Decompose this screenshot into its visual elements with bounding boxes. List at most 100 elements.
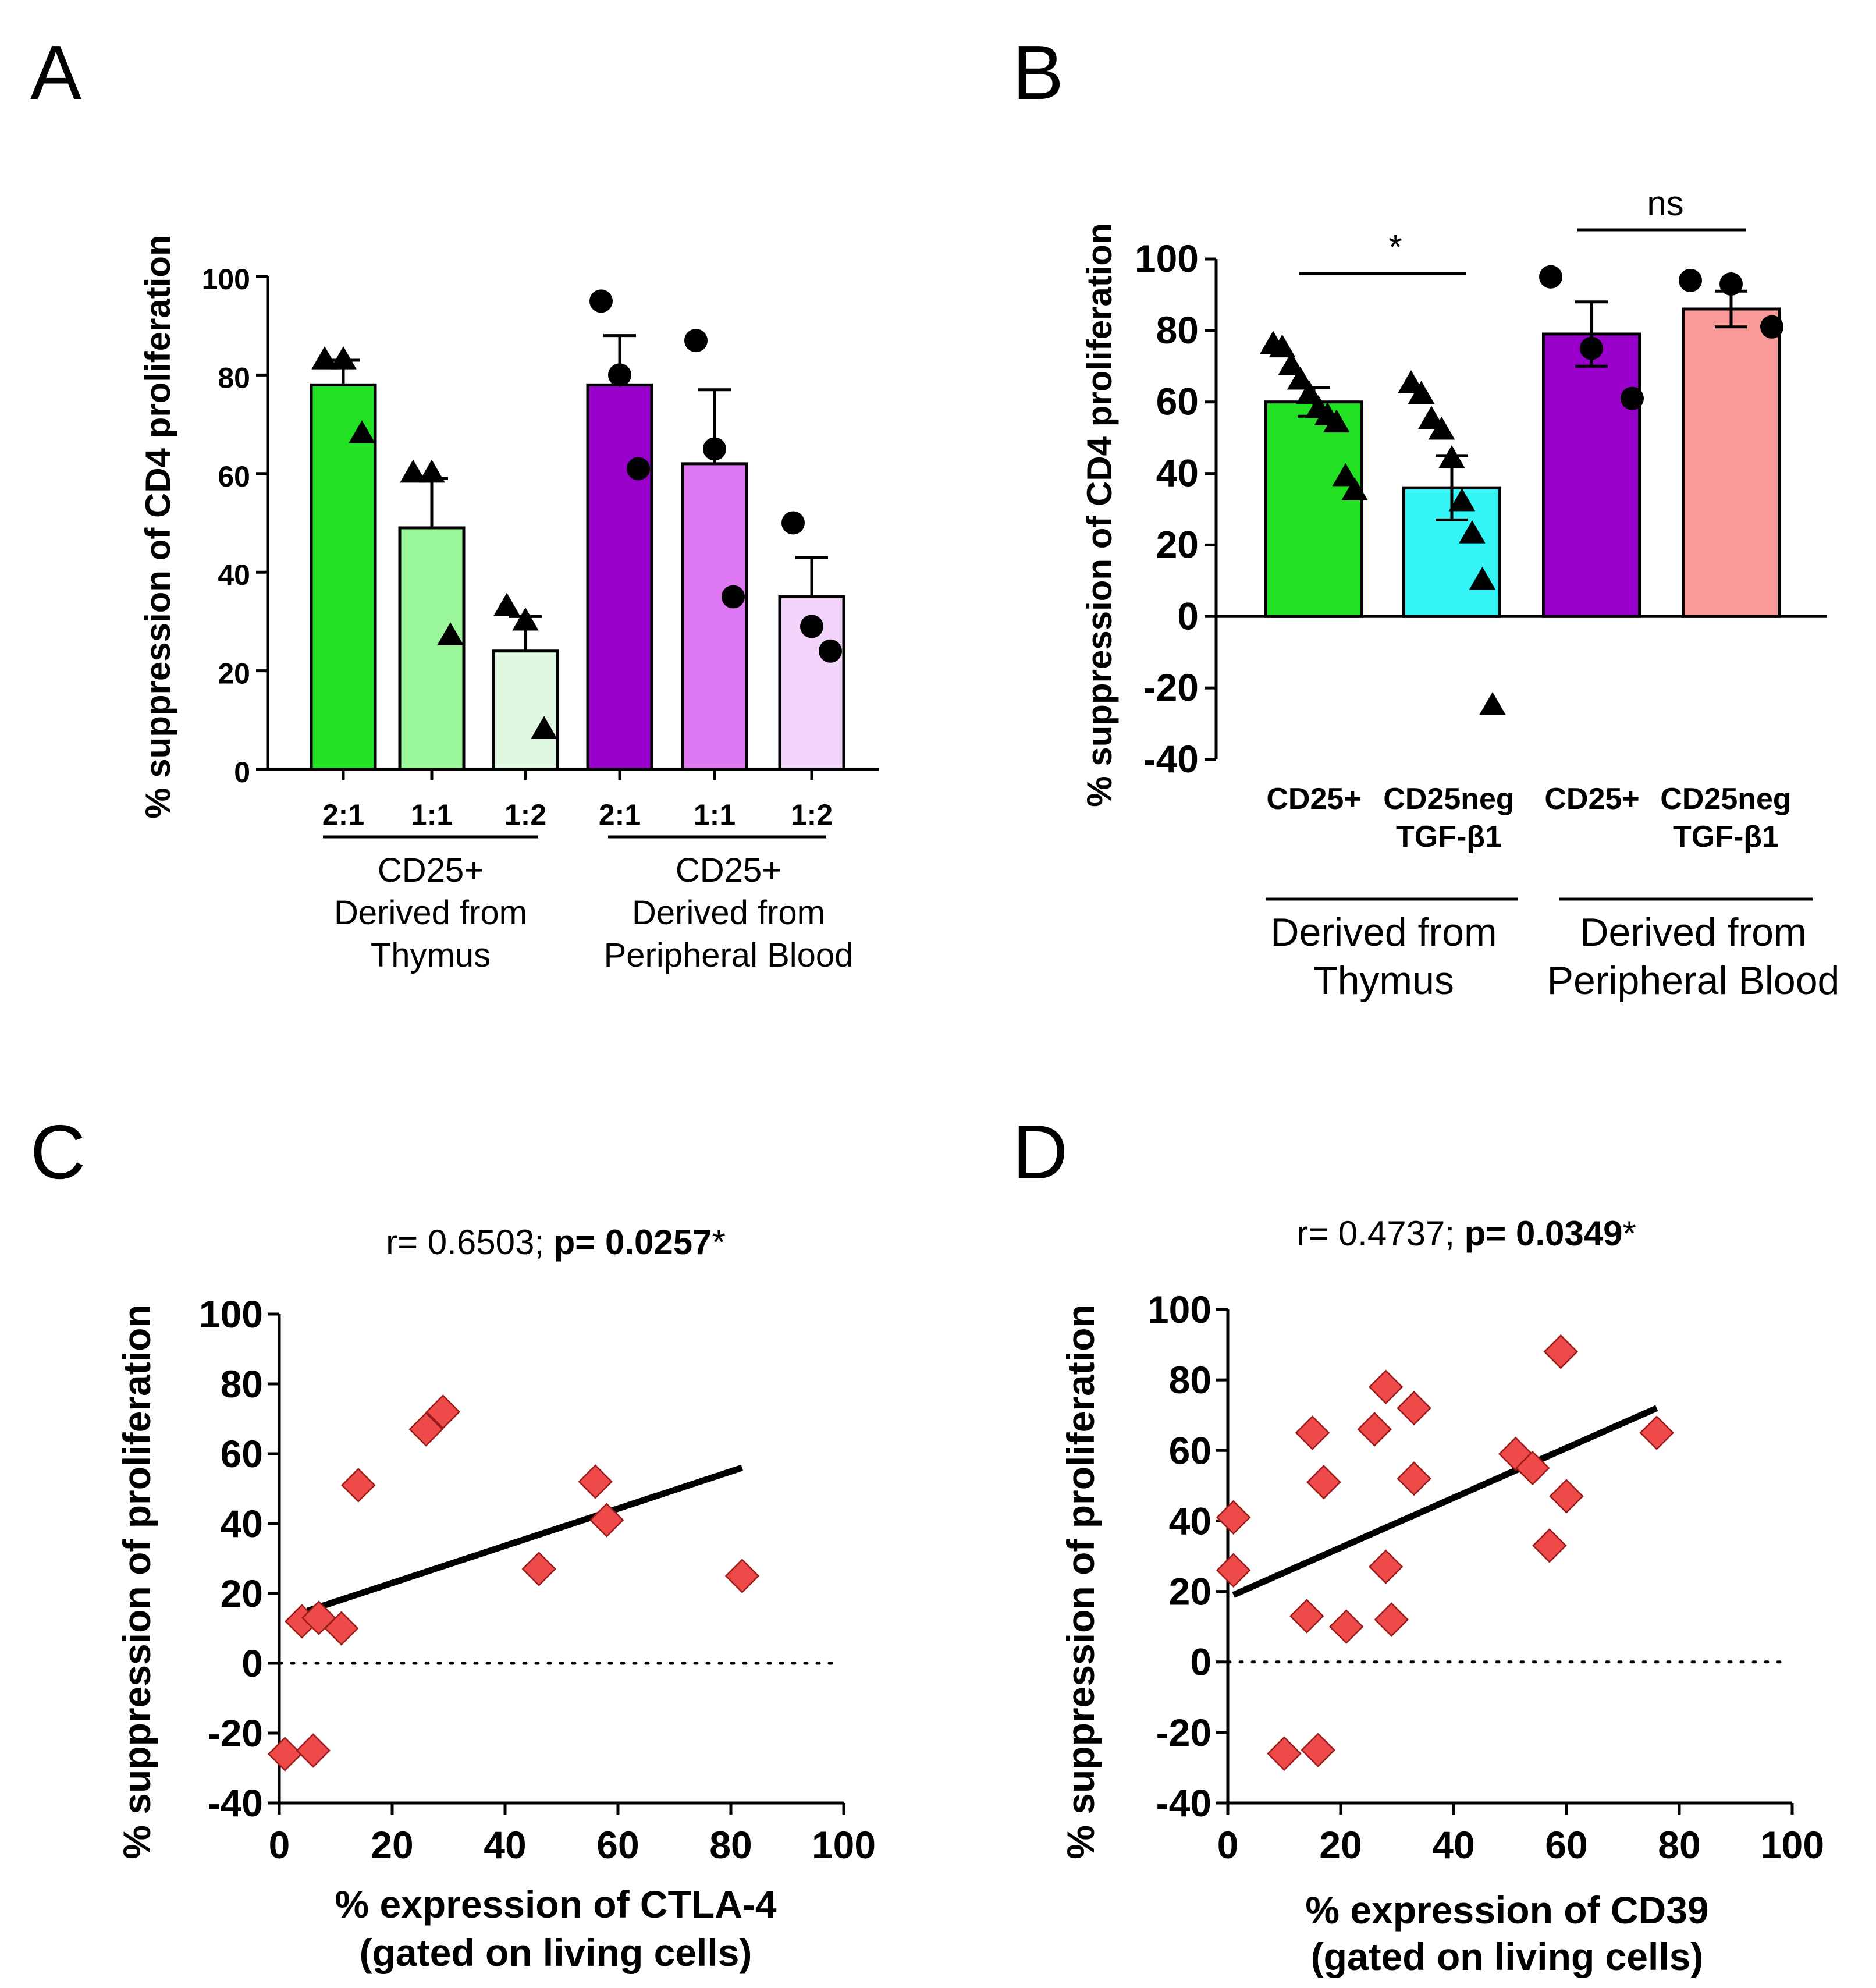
panel-d-x-tick-label-5: 100 bbox=[1760, 1823, 1824, 1866]
panel-b-group-2-line-2: Peripheral Blood bbox=[1547, 958, 1840, 1003]
panel-d-stat-p: p= 0.0349 bbox=[1465, 1214, 1623, 1253]
panel-d-y-tick-label-1: -20 bbox=[1156, 1711, 1211, 1754]
panel-d-stat-r: r= 0.4737; bbox=[1296, 1214, 1465, 1253]
panel-a-point-5-1 bbox=[800, 615, 823, 638]
panel-d-x-tick-label-4: 80 bbox=[1658, 1823, 1700, 1866]
panel-c-letter: C bbox=[30, 1109, 86, 1195]
panel-d-point-16 bbox=[1532, 1528, 1567, 1563]
panel-d-point-11 bbox=[1374, 1602, 1409, 1637]
panel-d-point-7 bbox=[1328, 1609, 1364, 1644]
panel-d-point-8 bbox=[1357, 1412, 1392, 1447]
panel-c-stat-star: * bbox=[712, 1223, 726, 1262]
panel-c-point-10 bbox=[589, 1503, 624, 1538]
panel-c-y-tick-label-1: -20 bbox=[208, 1712, 263, 1755]
panel-a-point-2-2 bbox=[531, 716, 557, 739]
panel-d-x-tick-label-2: 40 bbox=[1432, 1823, 1474, 1866]
panel-b-y-tick-label-5: 60 bbox=[1156, 380, 1199, 423]
panel-c-y-axis-label: % suppression of proliferation bbox=[115, 1304, 158, 1859]
panel-c-x-tick-label-4: 80 bbox=[709, 1823, 752, 1866]
panel-d-y-tick-label-3: 20 bbox=[1169, 1570, 1211, 1613]
panel-b-point-3-1 bbox=[1719, 272, 1743, 296]
panel-a-point-4-2 bbox=[722, 585, 745, 609]
panel-a-point-0-2 bbox=[349, 420, 375, 443]
panel-b-point-1-3 bbox=[1428, 416, 1455, 440]
panel-c-x-axis-label-line-1: % expression of CTLA-4 bbox=[335, 1883, 776, 1926]
panel-c: C r= 0.6503; p= 0.0257* % suppression of… bbox=[30, 1109, 876, 1974]
panel-c-point-0 bbox=[267, 1737, 303, 1772]
panel-a-y-axis-label: % suppression of CD4 proliferation bbox=[138, 235, 177, 818]
panel-b-category-3-line-1: CD25+ bbox=[1544, 782, 1639, 816]
panel-a-bar-4 bbox=[681, 462, 748, 771]
panel-b-point-3-2 bbox=[1760, 315, 1783, 339]
panel-c-point-8 bbox=[521, 1552, 556, 1586]
panel-b-point-1-8 bbox=[1479, 691, 1506, 715]
panel-d-point-1 bbox=[1216, 1553, 1251, 1588]
panel-c-y-tick-label-3: 20 bbox=[221, 1572, 263, 1615]
panel-b-group-1-line-2: Thymus bbox=[1313, 958, 1454, 1003]
panel-c-y-tick-label-6: 80 bbox=[221, 1362, 263, 1405]
panel-c-stat-line: r= 0.6503; p= 0.0257* bbox=[386, 1223, 726, 1262]
panel-c-stat-r: r= 0.6503; bbox=[386, 1223, 554, 1262]
panel-a-group-1-line-3: Thymus bbox=[371, 936, 491, 974]
panel-a-point-1-2 bbox=[437, 622, 464, 645]
panel-a-group-2-line-1: CD25+ bbox=[676, 851, 781, 889]
panel-b-category-1-line-1: CD25+ bbox=[1266, 782, 1361, 816]
panel-c-point-4 bbox=[324, 1611, 359, 1646]
panel-b-group-1-line-1: Derived from bbox=[1270, 910, 1497, 954]
panel-b-point-0-7 bbox=[1323, 409, 1350, 433]
panel-a-group-2-line-2: Derived from bbox=[632, 894, 825, 932]
panel-c-x-tick-label-2: 40 bbox=[484, 1823, 526, 1866]
panel-d-letter: D bbox=[1012, 1109, 1068, 1195]
panel-c-x-tick-label-0: 0 bbox=[269, 1823, 290, 1866]
panel-b-bar-0 bbox=[1264, 400, 1363, 618]
panel-d-stat-line: r= 0.4737; p= 0.0349* bbox=[1296, 1214, 1636, 1253]
panel-c-point-5 bbox=[341, 1468, 376, 1503]
panel-a-point-3-0 bbox=[589, 289, 613, 313]
panel-a-group-1-line-2: Derived from bbox=[334, 894, 527, 932]
panel-a-point-5-0 bbox=[781, 511, 805, 535]
panel-d-point-3 bbox=[1289, 1599, 1324, 1634]
panel-a-point-4-1 bbox=[703, 437, 726, 461]
panel-b-category-2-line-1: CD25neg bbox=[1383, 782, 1514, 816]
panel-a-point-3-1 bbox=[608, 363, 631, 387]
panel-d-point-19 bbox=[1639, 1415, 1674, 1450]
panel-b-y-tick-label-1: -20 bbox=[1143, 666, 1199, 709]
panel-a-y-tick-label-2: 40 bbox=[218, 559, 250, 591]
panel-b: B % suppression of CD4 proliferation CD2… bbox=[1012, 30, 1839, 1003]
panel-a-x-tick-label-4: 1:1 bbox=[694, 798, 736, 831]
panel-d-y-tick-label-6: 80 bbox=[1169, 1358, 1211, 1401]
panel-b-letter: B bbox=[1012, 30, 1064, 115]
panel-d-point-0 bbox=[1216, 1500, 1251, 1535]
panel-a-y-tick-label-1: 20 bbox=[218, 658, 250, 690]
panel-a-point-0-1 bbox=[330, 346, 357, 370]
panel-d-point-18 bbox=[1549, 1479, 1584, 1514]
panel-c-y-tick-label-4: 40 bbox=[221, 1502, 263, 1545]
panel-a-point-1-1 bbox=[418, 459, 445, 483]
panel-a: A % suppression of CD4 proliferation CD2… bbox=[30, 30, 879, 974]
panel-a-y-tick-label-0: 0 bbox=[234, 756, 250, 789]
panel-a-point-4-0 bbox=[684, 329, 708, 353]
panel-a-y-tick-label-5: 100 bbox=[202, 263, 250, 296]
panel-b-point-0-2 bbox=[1278, 352, 1305, 375]
panel-b-point-3-0 bbox=[1679, 268, 1702, 292]
panel-d-point-10 bbox=[1368, 1549, 1404, 1584]
panel-d-x-tick-label-1: 20 bbox=[1319, 1823, 1362, 1866]
panel-a-bar-2 bbox=[492, 649, 559, 771]
panel-d-y-tick-label-2: 0 bbox=[1190, 1641, 1211, 1684]
panel-b-point-1-5 bbox=[1448, 488, 1476, 512]
panel-c-y-tick-label-7: 100 bbox=[199, 1293, 263, 1336]
panel-c-y-tick-label-2: 0 bbox=[241, 1642, 263, 1685]
panel-c-x-tick-label-1: 20 bbox=[371, 1823, 413, 1866]
panel-b-bar-3 bbox=[1682, 307, 1781, 618]
panel-d-stat-star: * bbox=[1623, 1214, 1636, 1253]
panel-a-y-tick-label-3: 60 bbox=[218, 460, 250, 493]
panel-d-point-15 bbox=[1515, 1450, 1550, 1486]
panel-a-x-tick-label-3: 2:1 bbox=[599, 798, 641, 831]
panel-b-point-1-7 bbox=[1469, 566, 1496, 590]
panel-a-point-3-2 bbox=[627, 457, 650, 481]
panel-c-y-tick-label-5: 60 bbox=[221, 1432, 263, 1475]
panel-b-point-1-6 bbox=[1459, 520, 1486, 544]
panel-d-x-axis-label-line-1: % expression of CD39 bbox=[1305, 1888, 1708, 1932]
panel-a-group-1-line-1: CD25+ bbox=[378, 851, 484, 889]
panel-c-point-1 bbox=[296, 1733, 331, 1768]
